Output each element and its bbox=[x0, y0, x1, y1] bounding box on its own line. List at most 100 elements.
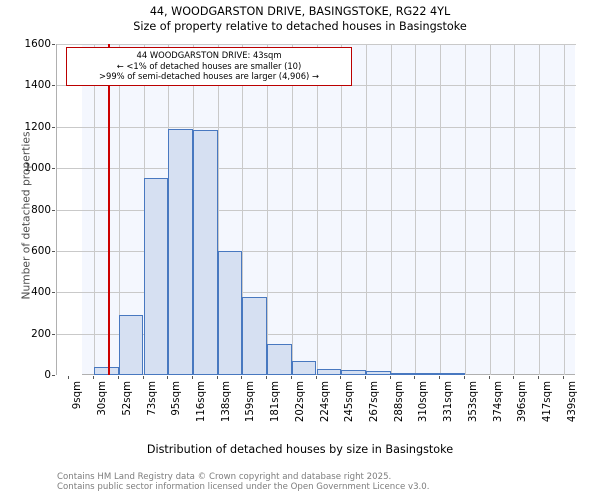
gridline-vertical bbox=[464, 44, 466, 375]
y-axis-ticks: 0 200 400 600 800 1000 1200 1400 1600 bbox=[0, 39, 55, 380]
histogram-bar bbox=[94, 366, 119, 375]
x-axis-tick-label: 396sqm bbox=[517, 381, 529, 423]
x-axis-tick-mark bbox=[513, 376, 515, 379]
x-axis-tick-label: 202sqm bbox=[294, 381, 306, 423]
histogram-bar bbox=[390, 373, 416, 375]
annotation-line-3: >99% of semi-detached houses are larger … bbox=[99, 71, 319, 82]
x-axis-tick-label: 52sqm bbox=[121, 381, 133, 416]
x-axis-tick-label: 374sqm bbox=[492, 381, 504, 423]
y-axis-tick-label: 0 bbox=[44, 369, 51, 381]
histogram-bar bbox=[217, 250, 243, 375]
plot-area bbox=[56, 44, 576, 375]
chart-subtitle: Size of property relative to detached ho… bbox=[133, 20, 467, 33]
y-axis-label: Number of detached properties bbox=[19, 131, 33, 300]
gridline-vertical bbox=[94, 44, 96, 375]
x-axis-tick-label: 159sqm bbox=[245, 381, 257, 423]
bar-series bbox=[57, 44, 576, 375]
x-axis-tick-mark bbox=[364, 376, 366, 379]
gridline-vertical bbox=[341, 44, 343, 375]
histogram-bar bbox=[242, 296, 268, 375]
x-axis-tick-mark bbox=[340, 376, 342, 379]
histogram-bar bbox=[316, 369, 342, 375]
x-axis-tick-label: 30sqm bbox=[97, 381, 109, 416]
x-axis-label: Distribution of detached houses by size … bbox=[146, 443, 454, 456]
x-axis-tick-mark bbox=[537, 376, 539, 379]
y-axis-tick-label: 400 bbox=[31, 286, 51, 299]
x-axis-tick-mark bbox=[216, 376, 218, 379]
x-axis-tick-mark bbox=[93, 376, 95, 379]
gridline-vertical bbox=[415, 44, 417, 375]
property-annotation-box: 44 WOODGARSTON DRIVE: 43sqm ← <1% of det… bbox=[66, 47, 352, 86]
gridline-vertical bbox=[291, 44, 293, 375]
footer-attribution: Contains HM Land Registry data © Crown c… bbox=[57, 472, 577, 493]
y-axis-tick-mark bbox=[52, 168, 55, 170]
gridline-vertical bbox=[242, 44, 244, 375]
x-axis-tick-mark bbox=[488, 376, 490, 379]
x-axis-tick-label: 224sqm bbox=[319, 381, 331, 423]
x-axis-tick-mark bbox=[191, 376, 193, 379]
gridline-vertical bbox=[390, 44, 392, 375]
gridline-vertical bbox=[316, 44, 318, 375]
histogram-bar bbox=[440, 373, 465, 375]
y-axis-tick-mark bbox=[52, 44, 55, 45]
footer-line-2: Contains public sector information licen… bbox=[57, 482, 430, 493]
y-axis-tick-label: 1200 bbox=[24, 120, 51, 133]
x-axis-tick-label: 417sqm bbox=[541, 381, 553, 423]
gridline-vertical bbox=[440, 44, 442, 375]
x-axis-tick-label: 439sqm bbox=[566, 381, 578, 423]
x-axis-tick-label: 331sqm bbox=[443, 381, 455, 423]
x-axis-tick-mark bbox=[142, 376, 144, 379]
x-axis-tick-mark bbox=[266, 376, 268, 379]
y-axis-tick-mark bbox=[52, 375, 55, 376]
x-axis-tick-mark bbox=[315, 376, 317, 379]
x-axis-ticks: 9sqm 30sqm 52sqm 73sqm 95sqm 116sqm 138sqm 159s… bbox=[56, 376, 578, 438]
chart-title-block: 44, WOODGARSTON DRIVE, BASINGSTOKE, RG22… bbox=[0, 4, 600, 34]
x-axis-tick-mark bbox=[290, 376, 292, 379]
histogram-bar bbox=[168, 128, 193, 375]
y-axis-tick-label: 800 bbox=[31, 203, 51, 216]
x-axis-tick-mark bbox=[439, 376, 441, 379]
x-axis-tick-mark bbox=[167, 376, 169, 379]
x-axis-tick-mark bbox=[389, 376, 391, 379]
y-axis-tick-mark bbox=[52, 333, 55, 335]
x-axis-tick-label: 116sqm bbox=[195, 381, 207, 423]
y-axis-tick-label: 1400 bbox=[24, 79, 51, 92]
gridline-vertical bbox=[538, 44, 540, 375]
gridline-vertical bbox=[563, 44, 565, 375]
x-axis-tick-mark bbox=[414, 376, 416, 379]
histogram-bar bbox=[192, 129, 218, 375]
gridline-vertical bbox=[217, 44, 219, 375]
gridline-vertical bbox=[489, 44, 491, 375]
x-axis-tick-label: 310sqm bbox=[418, 381, 430, 423]
x-axis-tick-mark bbox=[117, 376, 119, 379]
x-axis-tick-label: 288sqm bbox=[393, 381, 405, 423]
x-axis-tick-label: 245sqm bbox=[344, 381, 356, 423]
y-axis-tick-mark bbox=[52, 209, 55, 211]
y-axis-tick-mark bbox=[52, 126, 55, 128]
histogram-bar bbox=[341, 370, 366, 375]
x-axis-tick-label: 353sqm bbox=[467, 381, 479, 423]
y-axis-tick-label: 600 bbox=[31, 244, 51, 257]
x-axis-tick-label: 9sqm bbox=[72, 381, 84, 410]
histogram-bar bbox=[267, 343, 292, 375]
x-axis-tick-label: 138sqm bbox=[220, 381, 232, 423]
gridline-vertical bbox=[365, 44, 367, 375]
x-axis-tick-label: 73sqm bbox=[146, 381, 158, 416]
x-axis-tick-mark bbox=[241, 376, 243, 379]
annotation-line-1: 44 WOODGARSTON DRIVE: 43sqm bbox=[136, 50, 282, 60]
annotation-line-2: ← <1% of detached houses are smaller (10… bbox=[116, 60, 302, 71]
x-axis-tick-label: 267sqm bbox=[368, 381, 380, 423]
x-axis-tick-mark bbox=[68, 376, 70, 379]
gridline-vertical bbox=[118, 44, 120, 375]
x-axis-tick-label: 95sqm bbox=[171, 381, 183, 416]
y-axis-tick-label: 200 bbox=[31, 327, 51, 340]
histogram-bar bbox=[415, 373, 441, 375]
page-title: 44, WOODGARSTON DRIVE, BASINGSTOKE, RG22… bbox=[149, 5, 451, 18]
histogram-bar bbox=[118, 315, 144, 375]
footer-line-1: Contains HM Land Registry data © Crown c… bbox=[57, 472, 392, 482]
x-axis-tick-label: 181sqm bbox=[270, 381, 282, 423]
y-axis-tick-mark bbox=[52, 292, 55, 294]
subject-property-marker-line bbox=[108, 44, 111, 375]
x-axis-tick-mark bbox=[463, 376, 465, 379]
